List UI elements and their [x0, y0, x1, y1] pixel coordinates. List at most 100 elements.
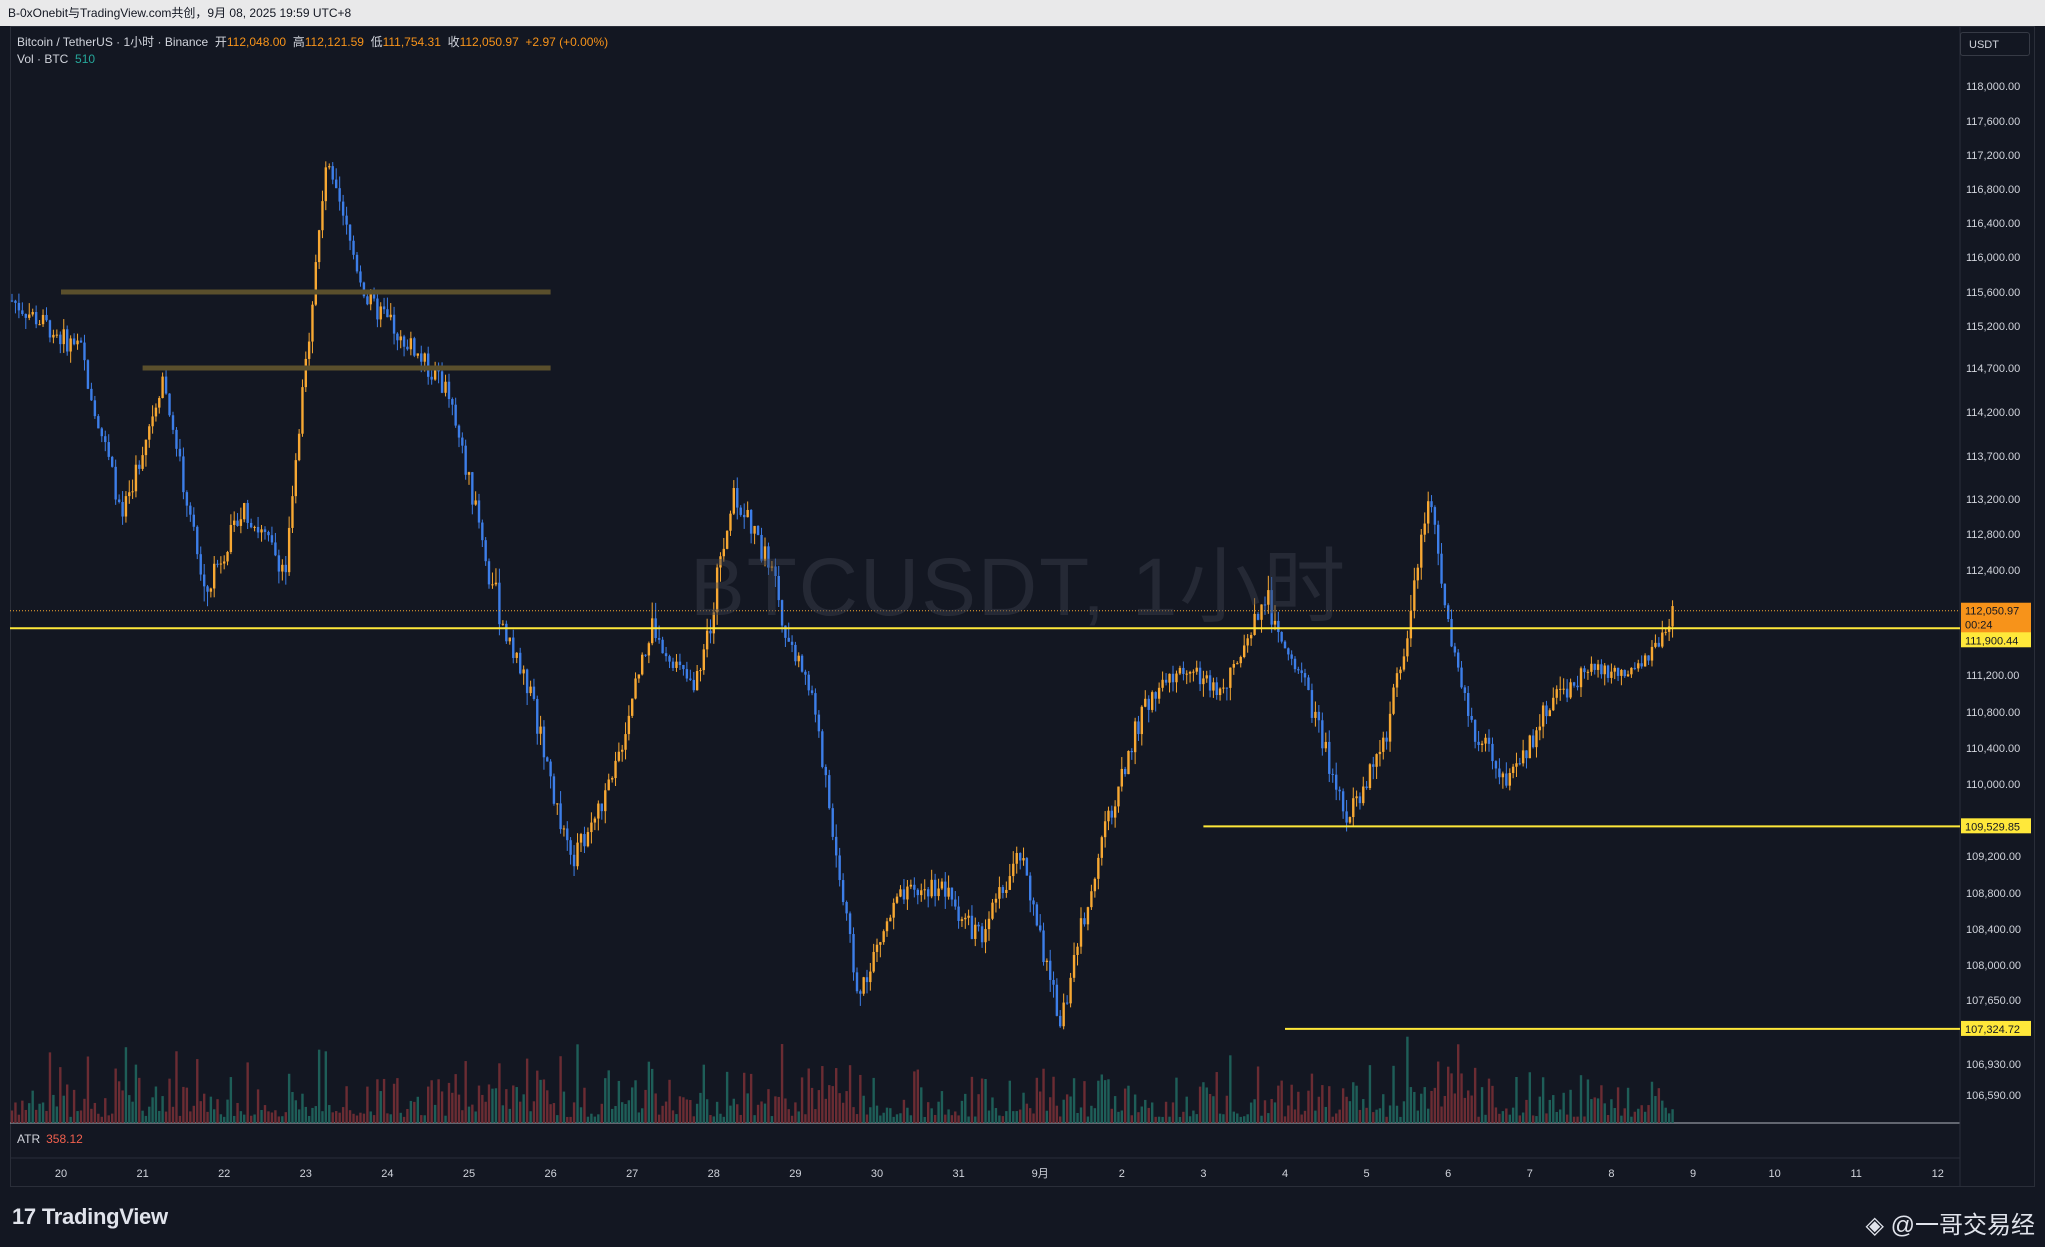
- window-title: B-0xOnebit与TradingView.com共创，9月 08, 2025…: [8, 6, 352, 20]
- volume-bar: [647, 1061, 651, 1123]
- candle-body: [1100, 837, 1103, 858]
- volume-bar: [522, 1094, 525, 1123]
- candle-body: [263, 529, 267, 532]
- volume-bar: [1232, 1111, 1235, 1123]
- candle-body: [1596, 664, 1600, 670]
- volume-bar: [777, 1096, 780, 1123]
- volume-bar: [1164, 1101, 1168, 1123]
- candle-body: [55, 334, 59, 336]
- candle-body: [954, 899, 957, 907]
- countdown-label: 00:24: [1965, 620, 1993, 632]
- volume-bar: [1246, 1114, 1249, 1123]
- volume-bar: [1443, 1095, 1447, 1123]
- volume-bar: [1202, 1082, 1205, 1123]
- candle-body: [1505, 773, 1508, 786]
- volume-bar: [1062, 1099, 1065, 1123]
- volume-bar: [1437, 1061, 1440, 1123]
- candle-body: [1637, 663, 1640, 669]
- y-tick-label: 116,000.00: [1966, 252, 2020, 264]
- y-tick-label: 106,590.00: [1966, 1090, 2021, 1102]
- candle-body: [1368, 764, 1372, 789]
- y-tick-label: 114,700.00: [1966, 363, 2020, 375]
- volume-bar: [1671, 1109, 1674, 1123]
- volume-bar: [175, 1051, 178, 1123]
- candle-body: [1256, 613, 1260, 620]
- candle-body: [359, 271, 362, 283]
- volume-row: Vol · BTC 510: [17, 51, 608, 68]
- x-tick-label: 28: [708, 1168, 720, 1180]
- symbol-label[interactable]: Bitcoin / TetherUS · 1小时 · Binance: [17, 35, 209, 49]
- volume-bar: [909, 1115, 913, 1123]
- volume-bar: [1175, 1077, 1178, 1123]
- candle-body: [872, 951, 875, 972]
- candle-body: [111, 456, 114, 467]
- candle-body: [134, 464, 138, 492]
- volume-bar: [196, 1059, 199, 1123]
- volume-bar: [233, 1115, 236, 1123]
- volume-bar: [957, 1115, 960, 1123]
- volume-bar: [199, 1101, 202, 1123]
- volume-bar: [1055, 1105, 1059, 1123]
- volume-bar: [219, 1114, 223, 1123]
- candle-body: [226, 551, 229, 562]
- volume-bar: [797, 1111, 800, 1123]
- volume-bar: [987, 1110, 991, 1123]
- currency-button[interactable]: USDT: [1960, 32, 2030, 56]
- volume-bar: [859, 1074, 862, 1123]
- volume-bar: [1127, 1085, 1130, 1123]
- volume-bar: [529, 1111, 532, 1123]
- volume-bar: [138, 1077, 141, 1123]
- volume-bar: [559, 1056, 562, 1123]
- candle-body: [1032, 900, 1035, 905]
- volume-bar: [1375, 1109, 1378, 1123]
- y-tick-label: 115,200.00: [1966, 321, 2020, 333]
- volume-bar: [141, 1110, 144, 1123]
- price-chart[interactable]: 118,000.00 117,600.00 117,200.00 116,800.00…: [0, 0, 2045, 1195]
- volume-bar: [69, 1116, 72, 1123]
- candle-body: [760, 534, 763, 561]
- candle-body: [746, 509, 749, 518]
- volume-bar: [611, 1108, 614, 1123]
- candle-body: [692, 679, 695, 691]
- candle-body: [715, 567, 719, 613]
- volume-bar: [607, 1070, 610, 1123]
- volume-bar: [471, 1104, 474, 1123]
- candle-body: [348, 224, 352, 241]
- candle-body: [668, 656, 671, 662]
- candle-body: [784, 625, 787, 638]
- candle-body: [1076, 946, 1079, 955]
- candle-body: [494, 582, 498, 585]
- candle-body: [576, 842, 579, 867]
- candle-body: [1175, 673, 1178, 683]
- volume-bar: [249, 1115, 253, 1123]
- volume-bar: [236, 1102, 239, 1123]
- tradingview-logo[interactable]: 17 TradingView: [12, 1204, 168, 1230]
- volume-bar: [572, 1102, 576, 1123]
- volume-bar: [699, 1092, 702, 1123]
- volume-bar: [780, 1044, 784, 1123]
- volume-bar: [760, 1101, 763, 1123]
- candle-body: [314, 262, 317, 305]
- candle-body: [1338, 789, 1341, 792]
- volume-bar: [1215, 1072, 1218, 1123]
- candle-body: [311, 304, 314, 342]
- volume-bar: [467, 1106, 471, 1123]
- candle-body: [379, 306, 382, 320]
- candle-body: [86, 360, 90, 389]
- volume-bar: [505, 1089, 508, 1123]
- candle-body: [617, 751, 621, 761]
- volume-bar: [423, 1115, 426, 1123]
- candle-body: [406, 346, 409, 350]
- candle-body: [274, 542, 277, 556]
- volume-bar: [627, 1100, 631, 1123]
- volume-bar: [1178, 1116, 1182, 1123]
- volume-bar: [661, 1105, 664, 1123]
- volume-bar: [359, 1112, 362, 1123]
- candle-body: [1293, 658, 1297, 670]
- candle-body: [807, 674, 810, 691]
- volume-bar: [1049, 1097, 1052, 1123]
- candle-body: [1470, 715, 1473, 720]
- symbol-watermark: BTCUSDT, 1小时: [690, 542, 1348, 633]
- candle-body: [661, 639, 664, 654]
- volume-bar: [21, 1100, 24, 1123]
